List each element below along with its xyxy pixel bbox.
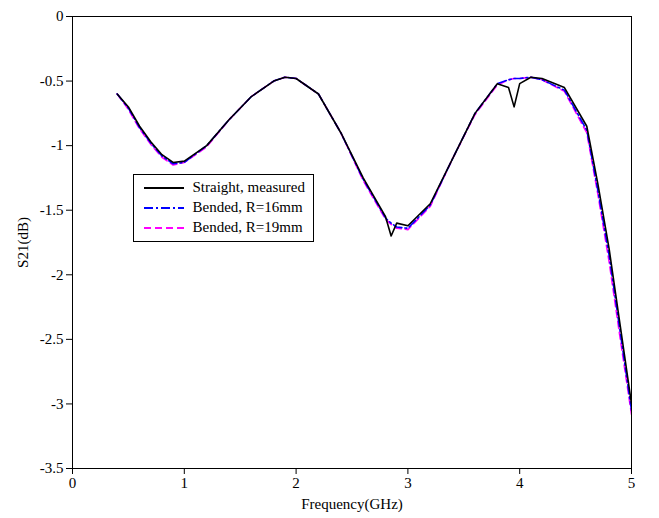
- svg-text:-2.5: -2.5: [40, 331, 64, 347]
- svg-text:0: 0: [69, 475, 77, 491]
- svg-text:-2: -2: [51, 267, 64, 283]
- svg-text:S21(dB): S21(dB): [15, 217, 32, 268]
- svg-text:5: 5: [628, 475, 636, 491]
- svg-text:-0.5: -0.5: [40, 73, 64, 89]
- svg-text:-3: -3: [51, 396, 64, 412]
- svg-text:3: 3: [404, 475, 412, 491]
- svg-text:-1.5: -1.5: [40, 202, 64, 218]
- svg-text:0: 0: [56, 8, 64, 24]
- html-text:Bended, R=19mm: Bended, R=19mm: [192, 219, 303, 235]
- svg-text:-3.5: -3.5: [40, 460, 64, 476]
- html-text:Straight, measured: Straight, measured: [192, 179, 305, 195]
- svg-text:-1: -1: [51, 137, 64, 153]
- html-text:Bended, R=16mm: Bended, R=16mm: [192, 199, 303, 215]
- svg-text:Frequency(GHz): Frequency(GHz): [301, 496, 403, 513]
- svg-text:4: 4: [516, 475, 524, 491]
- svg-text:1: 1: [181, 475, 189, 491]
- svg-text:2: 2: [292, 475, 300, 491]
